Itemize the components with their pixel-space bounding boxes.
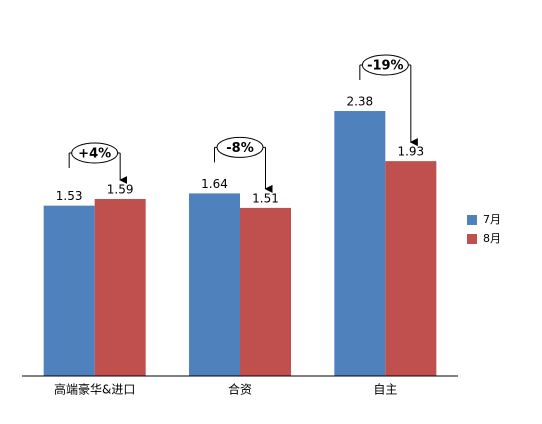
bar bbox=[334, 111, 386, 376]
legend-swatch bbox=[467, 234, 477, 244]
annotation: -8% bbox=[226, 141, 253, 156]
value-label: 1.51 bbox=[252, 191, 279, 205]
annotation: -19% bbox=[367, 59, 404, 74]
value-label: 2.38 bbox=[346, 95, 373, 109]
legend-swatch bbox=[467, 215, 477, 225]
x-tick-label: 高端豪华&进口 bbox=[54, 382, 135, 397]
bar bbox=[94, 198, 146, 376]
value-label: 1.64 bbox=[201, 177, 228, 191]
value-label: 1.93 bbox=[397, 145, 424, 159]
annotation-ellipse bbox=[216, 136, 264, 158]
legend-label: 8月 bbox=[483, 232, 501, 245]
bar bbox=[189, 193, 240, 376]
x-tick-label: 合资 bbox=[228, 382, 252, 397]
bar bbox=[43, 205, 95, 376]
annotation-ellipse bbox=[71, 142, 119, 164]
annotation: +4% bbox=[78, 146, 111, 161]
legend-label: 7月 bbox=[483, 213, 501, 226]
value-label: 1.59 bbox=[107, 182, 134, 196]
x-tick-label: 自主 bbox=[373, 383, 397, 397]
bar bbox=[240, 207, 291, 376]
annotation-ellipse bbox=[361, 54, 409, 76]
bar bbox=[385, 161, 437, 376]
value-label: 1.53 bbox=[56, 189, 83, 203]
